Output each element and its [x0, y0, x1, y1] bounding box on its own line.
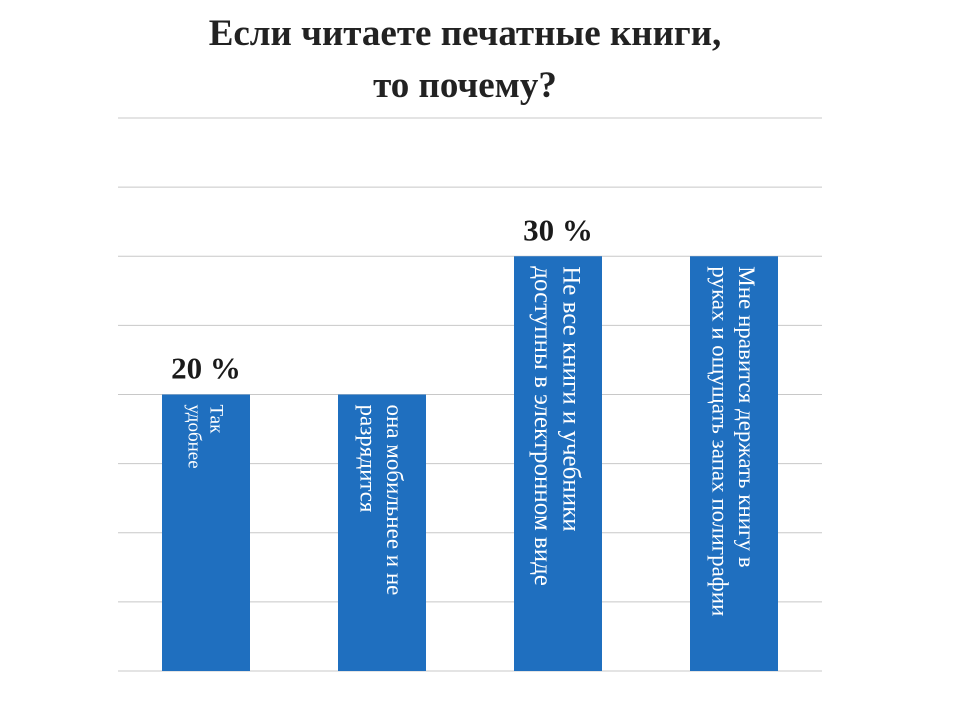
bar [162, 394, 250, 671]
bar-category-label: Не все книги и учебникидоступны в электр… [529, 266, 585, 586]
bar-category-label: Такудобнее [183, 405, 226, 469]
bar-category-label-line: руках и ощущать запах полиграфии [708, 266, 733, 616]
bar [690, 256, 778, 671]
bar-category-label-line: она мобильнее и не [382, 405, 407, 596]
bar [338, 394, 426, 671]
bar-category-label-line: доступны в электронном виде [529, 266, 556, 586]
chart-title: Если читаете печатные книги, то почему? [0, 8, 930, 112]
bar-category-label: она мобильнее и неразрядится [356, 405, 407, 596]
bar-category-label-line: удобнее [183, 405, 204, 469]
bar-category-label-line: разрядится [356, 405, 381, 513]
chart-title-line-1: Если читаете печатные книги, [208, 13, 722, 54]
bar-data-label: 30 % [523, 212, 593, 247]
bar-data-label: 20 % [171, 351, 241, 386]
bar-category-label: Мне нравится держать книгу вруках и ощущ… [708, 266, 759, 616]
bar [514, 256, 602, 671]
bar-category-label-line: Так [205, 405, 226, 435]
bar-category-label-line: Мне нравится держать книгу в [734, 266, 759, 567]
chart-title-line-2: то почему? [373, 65, 557, 106]
bar-category-label-line: Не все книги и учебники [558, 266, 585, 531]
